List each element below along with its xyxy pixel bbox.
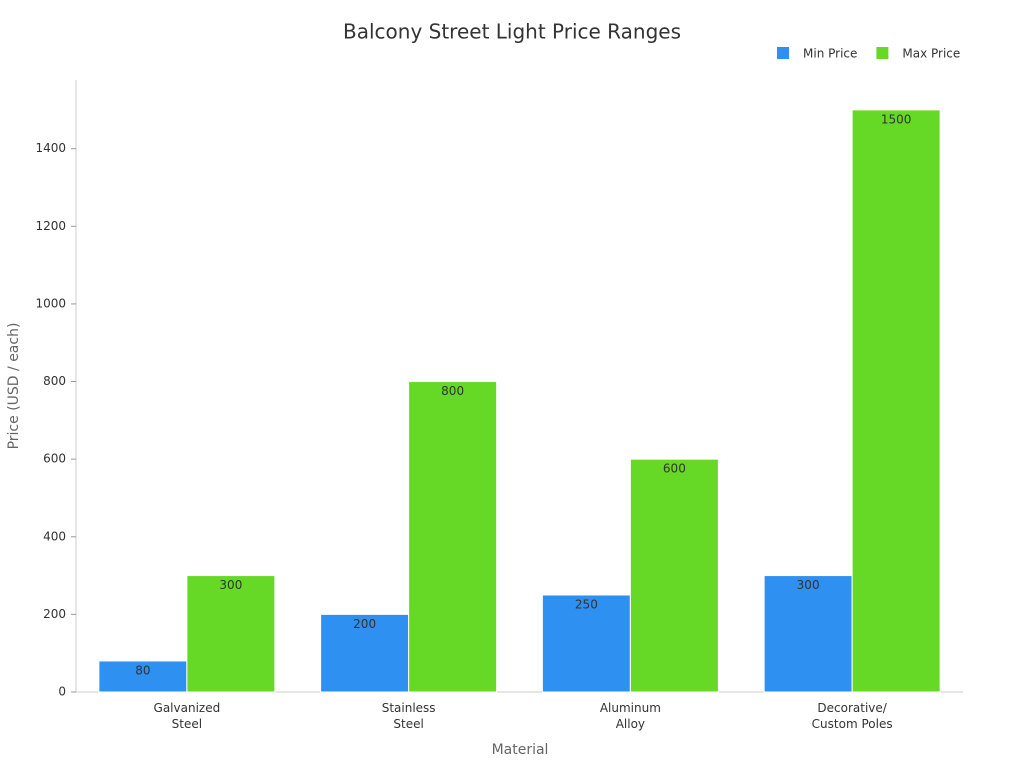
x-tick-label: Galvanized Steel bbox=[154, 701, 221, 731]
chart-title: Balcony Street Light Price Ranges bbox=[343, 20, 681, 44]
y-axis-label: Price (USD / each) bbox=[6, 323, 22, 450]
x-tick-label: Stainless Steel bbox=[382, 701, 436, 731]
value-label: 1500 bbox=[881, 112, 912, 126]
y-tick-label: 1200 bbox=[35, 219, 66, 233]
y-tick-label: 800 bbox=[43, 374, 66, 388]
bar bbox=[629, 458, 719, 693]
legend-swatch bbox=[876, 47, 889, 59]
value-label: 300 bbox=[797, 578, 820, 592]
bar bbox=[763, 575, 853, 693]
value-label: 300 bbox=[219, 578, 242, 592]
y-tick-label: 200 bbox=[43, 607, 66, 621]
x-tick-label: Decorative/Custom Poles bbox=[812, 701, 893, 731]
bar bbox=[320, 613, 410, 693]
x-axis-label: Material bbox=[492, 742, 549, 758]
y-tick-label: 600 bbox=[43, 452, 66, 466]
legend-label: Min Price bbox=[803, 47, 857, 61]
value-label: 200 bbox=[353, 617, 376, 631]
y-tick-label: 1000 bbox=[35, 296, 66, 310]
bar bbox=[541, 594, 631, 693]
x-tick-label: Aluminum Alloy bbox=[600, 701, 661, 731]
bar bbox=[851, 109, 941, 693]
y-tick-label: 1400 bbox=[35, 141, 66, 155]
value-label: 80 bbox=[135, 663, 150, 677]
bar bbox=[408, 381, 498, 693]
value-label: 800 bbox=[441, 384, 464, 398]
value-label: 600 bbox=[663, 462, 686, 476]
bar bbox=[186, 575, 276, 693]
legend-label: Max Price bbox=[902, 47, 960, 61]
value-label: 250 bbox=[575, 597, 598, 611]
y-tick-label: 400 bbox=[43, 529, 66, 543]
y-tick-label: 0 bbox=[58, 685, 66, 699]
legend-swatch bbox=[777, 47, 789, 59]
